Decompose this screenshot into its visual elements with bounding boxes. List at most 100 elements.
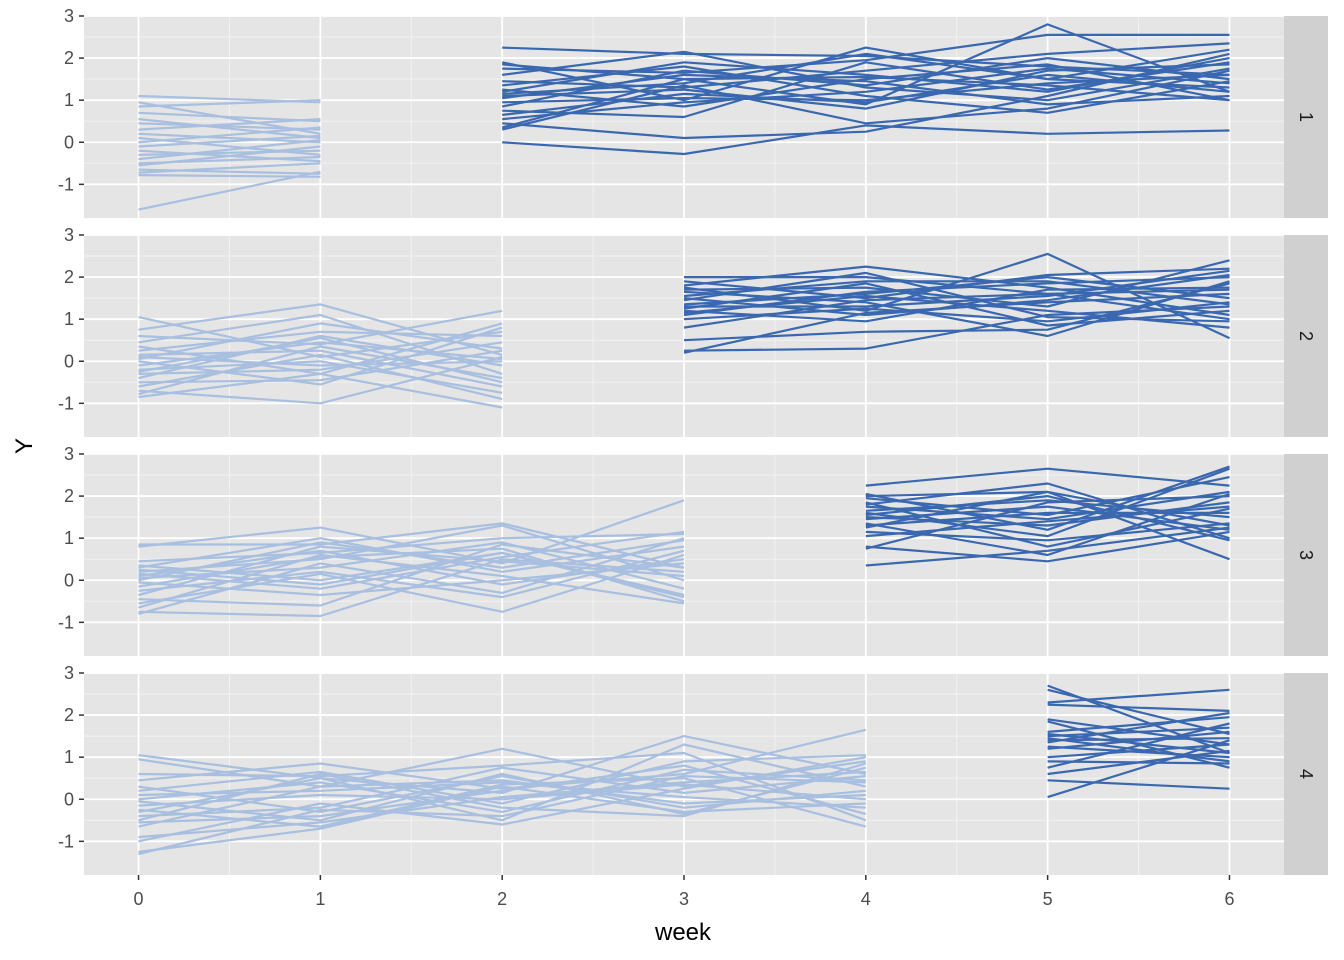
y-tick-label: 0: [64, 132, 74, 152]
post-period-line: [865, 511, 1230, 527]
x-tick-label: 1: [315, 889, 325, 909]
panel-1: -1 0 1 2 3 1: [58, 6, 1328, 218]
facet-strip: [1284, 16, 1328, 218]
post-period-line: [1047, 779, 1230, 790]
post-period-line: [502, 52, 1230, 140]
y-tick-label: 3: [64, 444, 74, 464]
post-period-line: [1047, 716, 1230, 733]
x-tick-label: 0: [134, 889, 144, 909]
post-period-line: [1047, 726, 1230, 738]
pre-period-line: [138, 783, 866, 807]
pre-period-line: [138, 122, 321, 131]
pre-period-line: [138, 149, 321, 156]
post-period-line: [1047, 743, 1230, 759]
pre-period-line: [138, 372, 503, 409]
pre-period-line: [138, 118, 321, 140]
pre-period-line: [138, 303, 503, 356]
y-tick-label: 3: [64, 6, 74, 26]
facet-strip: [1284, 454, 1328, 656]
y-tick-label: 2: [64, 48, 74, 68]
pre-period-line: [138, 132, 321, 144]
post-period-line: [502, 67, 1230, 121]
post-period-line: [683, 265, 1230, 317]
post-period-line: [684, 269, 1230, 308]
post-period-line: [865, 522, 1230, 542]
post-period-line: [1047, 730, 1230, 750]
post-period-line: [1047, 703, 1230, 712]
pre-period-line: [138, 309, 503, 346]
pre-period-line: [138, 553, 685, 609]
pre-period-line: [138, 764, 867, 824]
post-period-line: [1047, 688, 1230, 704]
pre-period-line: [138, 551, 685, 597]
y-tick-label: 3: [64, 225, 74, 245]
y-tick-label: 2: [64, 267, 74, 287]
post-period-line: [502, 23, 1230, 106]
post-period-line: [865, 467, 1230, 487]
y-tick-label: -1: [58, 174, 74, 194]
facet-strip-label: 1: [1296, 112, 1316, 122]
post-period-line: [501, 75, 1230, 129]
pre-period-line: [138, 734, 867, 795]
facet-strip-label: 2: [1296, 331, 1316, 341]
y-tick-label: 1: [64, 90, 74, 110]
post-period-line: [1047, 722, 1230, 769]
pre-period-line: [138, 139, 321, 161]
post-period-line: [683, 276, 1230, 317]
post-period-line: [502, 63, 1230, 110]
pre-period-line: [138, 126, 321, 144]
y-tick-label: 0: [64, 570, 74, 590]
x-tick-label: 3: [679, 889, 689, 909]
facet-strip: [1284, 673, 1328, 875]
pre-period-line: [138, 349, 503, 384]
pre-period-line: [138, 543, 685, 607]
pre-period-line: [138, 353, 503, 401]
y-tick-label: 1: [64, 309, 74, 329]
post-period-line: [865, 476, 1230, 517]
pre-period-line: [138, 162, 321, 174]
pre-period-line: [138, 545, 685, 597]
pre-period-line: [138, 330, 503, 352]
pre-period-line: [138, 785, 866, 853]
facet-strip-label: 3: [1296, 550, 1316, 560]
x-axis: 0 1 2 3 4 5 6: [134, 875, 1234, 909]
y-tick-label: 2: [64, 705, 74, 725]
pre-period-line: [138, 779, 866, 828]
post-period-line: [865, 501, 1230, 527]
pre-period-line: [138, 349, 503, 388]
pre-period-line: [138, 170, 321, 211]
y-tick-label: 3: [64, 663, 74, 683]
pre-period-line: [138, 99, 321, 108]
post-period-line: [865, 490, 1230, 521]
y-tick-label: 1: [64, 528, 74, 548]
pre-period-line: [138, 334, 503, 380]
pre-period-line: [138, 355, 503, 405]
post-period-line: [865, 505, 1230, 538]
pre-period-line: [138, 751, 867, 822]
pre-period-line: [138, 341, 503, 375]
pre-period-line: [138, 774, 866, 814]
pre-period-line: [138, 174, 321, 178]
post-period-line: [683, 280, 1230, 306]
y-tick-label: 1: [64, 747, 74, 767]
x-tick-label: 2: [497, 889, 507, 909]
pre-period-line: [138, 360, 503, 394]
pre-period-line: [138, 337, 503, 384]
panels-layer: -1 0 1 2 3 1 -1 0 1 2 3 2 -1 0 1 2 3 3 -1 0 1 2 3 4: [58, 6, 1328, 875]
pre-period-line: [138, 341, 503, 367]
post-period-line: [865, 495, 1230, 550]
pre-period-line: [138, 134, 321, 148]
pre-period-line: [138, 774, 866, 856]
post-period-line: [1047, 711, 1230, 744]
post-period-line: [865, 465, 1230, 531]
y-tick-label: -1: [58, 612, 74, 632]
pre-period-line: [138, 145, 321, 167]
x-axis-title: week: [654, 919, 712, 946]
y-tick-label: -1: [58, 831, 74, 851]
post-period-line: [865, 482, 1230, 540]
panel-4: -1 0 1 2 3 4: [58, 663, 1328, 875]
y-tick-label: 0: [64, 789, 74, 809]
post-period-line: [683, 286, 1230, 323]
y-axis-title: Y: [11, 438, 38, 454]
